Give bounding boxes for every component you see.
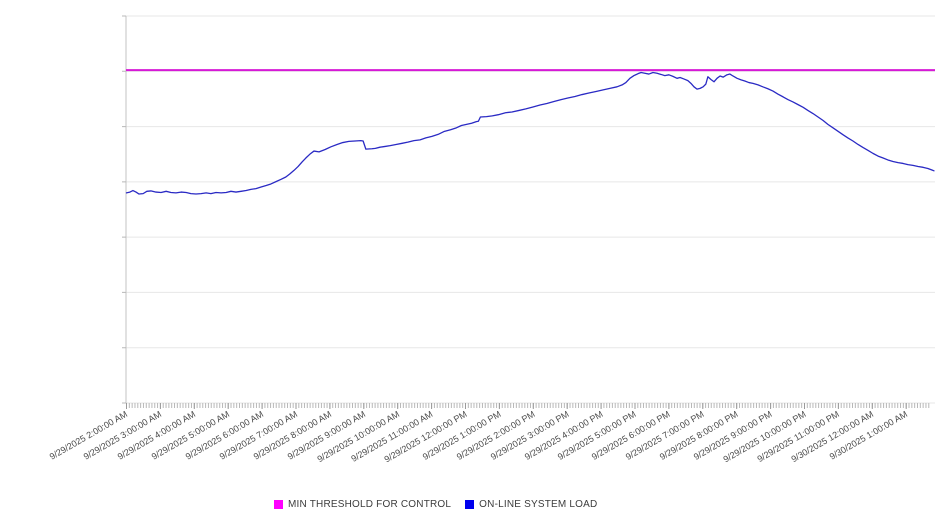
chart-legend: MIN THRESHOLD FOR CONTROL ON-LINE SYSTEM … — [274, 499, 597, 510]
gridlines — [126, 15, 935, 404]
series-lines — [125, 69, 935, 195]
legend-label: MIN THRESHOLD FOR CONTROL — [288, 499, 452, 510]
legend-swatch-icon — [465, 500, 475, 509]
x-axis-minor-ticks — [126, 403, 930, 408]
axis-ticks — [122, 15, 930, 409]
x-axis-hour-ticks — [126, 403, 907, 409]
y-axis-ticks — [122, 15, 126, 404]
legend-item[interactable]: MIN THRESHOLD FOR CONTROL — [274, 499, 451, 510]
legend-swatch-icon — [274, 500, 283, 509]
online-system-load-line — [125, 71, 935, 195]
legend-item[interactable]: ON-LINE SYSTEM LOAD — [465, 499, 597, 510]
legend-label: ON-LINE SYSTEM LOAD — [479, 499, 598, 510]
